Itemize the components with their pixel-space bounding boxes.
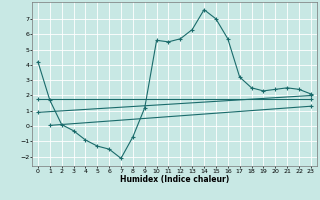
X-axis label: Humidex (Indice chaleur): Humidex (Indice chaleur) xyxy=(120,175,229,184)
